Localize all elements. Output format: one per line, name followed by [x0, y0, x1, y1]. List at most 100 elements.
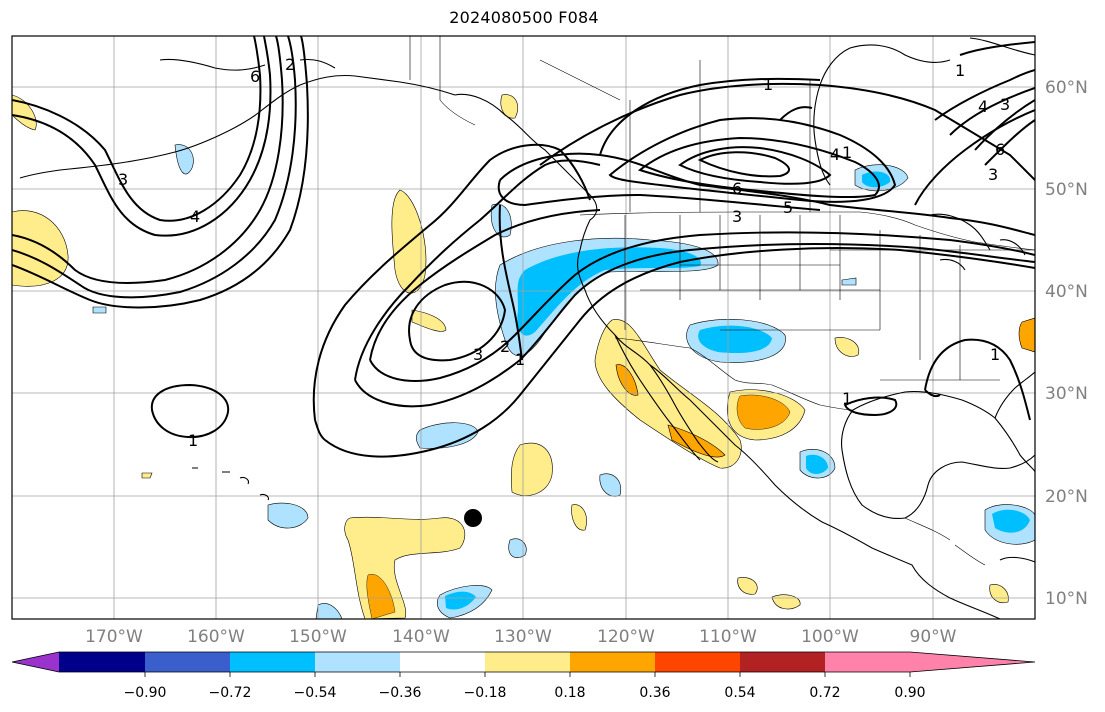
contour-labels: 1 1 1 1 1 1 2 2 3 3 3 3 3 4 4 4 5 6 6 6 …: [118, 55, 1010, 450]
colorbar-tick-label: −0.36: [379, 685, 422, 701]
border-us-mexico: [614, 337, 854, 411]
contour-line: [12, 36, 309, 309]
contour-line: [369, 231, 1035, 382]
contour-label: 3: [732, 207, 742, 226]
longitude-labels: 170°W 160°W 150°W 140°W 130°W 120°W 110°…: [85, 627, 957, 647]
shade-pos-region: [834, 337, 860, 357]
contour-label: 4: [830, 145, 840, 164]
contour-line: [314, 419, 326, 441]
contour-line: [678, 146, 832, 185]
colorbar-outline: [11, 651, 1036, 673]
contour-label: 3: [988, 165, 998, 184]
contour-label: 3: [1000, 95, 1010, 114]
contour-line: [959, 41, 1035, 56]
contour-line: [974, 99, 1035, 151]
coastline-alaska: [19, 74, 456, 179]
coastline-florida: [994, 371, 1035, 419]
contour-label: 1: [842, 143, 852, 162]
contour-line: [499, 152, 1035, 236]
shade-neg-region: [806, 454, 828, 474]
colorbar-extend-high: [910, 652, 1035, 672]
shade-neg-region: [415, 422, 479, 449]
colorbar-segment: [230, 652, 315, 672]
shade-neg-region: [508, 538, 527, 559]
lon-label: 170°W: [85, 627, 143, 647]
contour-line: [354, 159, 601, 381]
contour-label: 5: [783, 198, 793, 217]
colorbar-tick-label: 0.72: [809, 685, 840, 701]
shade-pos-region: [141, 472, 153, 479]
shade-pos-region: [510, 442, 553, 496]
shade-pos-region: [12, 210, 69, 287]
station-marker-dot: [464, 509, 482, 527]
contour-line: [408, 280, 507, 362]
lon-label: 100°W: [801, 627, 859, 647]
colorbar-segment: [740, 652, 825, 672]
colorbar-segment: [570, 652, 655, 672]
contour-line: [924, 338, 1031, 421]
colorbar-segment: [655, 652, 740, 672]
contour-line: [12, 36, 272, 237]
colorbar-tick-label: −0.72: [209, 685, 252, 701]
contour-line: [697, 151, 790, 178]
lat-label: 10°N: [1045, 589, 1088, 609]
contour-label: 6: [732, 179, 742, 198]
contour-line: [354, 243, 1035, 408]
shade-neg-region: [841, 277, 857, 286]
contour-label: 1: [955, 61, 965, 80]
colorbar-tick-label: −0.90: [124, 685, 167, 701]
shade-pos-region: [500, 94, 519, 119]
colorbar-segment: [400, 652, 485, 672]
lat-label: 20°N: [1045, 487, 1088, 507]
contour-line: [324, 247, 1035, 458]
colorbar-tick-label: 0.90: [894, 685, 925, 701]
contour-line: [949, 87, 1035, 136]
contour-line: [12, 36, 297, 299]
contour-label: 1: [188, 431, 198, 450]
shade-neg-region: [490, 203, 512, 238]
map-panel: 1 1 1 1 1 1 2 2 3 3 3 3 3 4 4 4 5 6 6 6 …: [12, 36, 1035, 619]
colorbar-tick-label: −0.54: [294, 685, 337, 701]
contour-line: [608, 117, 897, 203]
contour-line: [12, 36, 262, 222]
shade-neg-region: [599, 473, 622, 497]
contour-line: [779, 106, 813, 121]
contour-label: 1: [763, 75, 773, 94]
contour-line: [539, 82, 1035, 181]
contour-label: 3: [473, 345, 483, 364]
contour-line: [369, 209, 601, 361]
contour-line: [12, 36, 284, 284]
border-alaska-canada: [439, 36, 476, 126]
contour-label: 1: [842, 389, 852, 408]
shade-pos-region: [667, 424, 726, 458]
colorbar-tick-label: 0.54: [724, 685, 755, 701]
lon-label: 160°W: [187, 627, 245, 647]
shade-neg-region: [174, 144, 194, 175]
chart-title: 2024080500 F084: [449, 8, 599, 27]
lat-label: 60°N: [1045, 78, 1088, 98]
contour-label: 6: [995, 140, 1005, 159]
colorbar-segment: [825, 652, 910, 672]
shade-neg-region: [517, 247, 701, 336]
contour-label: 4: [190, 207, 200, 226]
political-borders: [409, 36, 1035, 566]
shade-pos-region: [411, 309, 447, 332]
contour-label: 3: [118, 170, 128, 189]
colorbar-segment: [59, 652, 145, 672]
contour-line: [914, 109, 1035, 206]
contour-line: [497, 77, 821, 211]
lon-label: 90°W: [910, 627, 957, 647]
colorbar-tick-label: 0.18: [554, 685, 585, 701]
contour-label: 1: [515, 350, 525, 369]
lon-label: 130°W: [494, 627, 552, 647]
contour-label: 2: [500, 337, 510, 356]
coastline-hudson: [813, 44, 951, 186]
shade-pos-region: [736, 394, 791, 430]
colorbar-ticks: [144, 672, 911, 677]
latitude-labels: 10°N 20°N 30°N 40°N 50°N 60°N: [1045, 78, 1088, 609]
lat-label: 50°N: [1045, 180, 1088, 200]
colorbar-segment: [145, 652, 230, 672]
shade-pos-region: [366, 574, 396, 619]
lat-label: 40°N: [1045, 282, 1088, 302]
shade-neg-region: [992, 509, 1030, 533]
